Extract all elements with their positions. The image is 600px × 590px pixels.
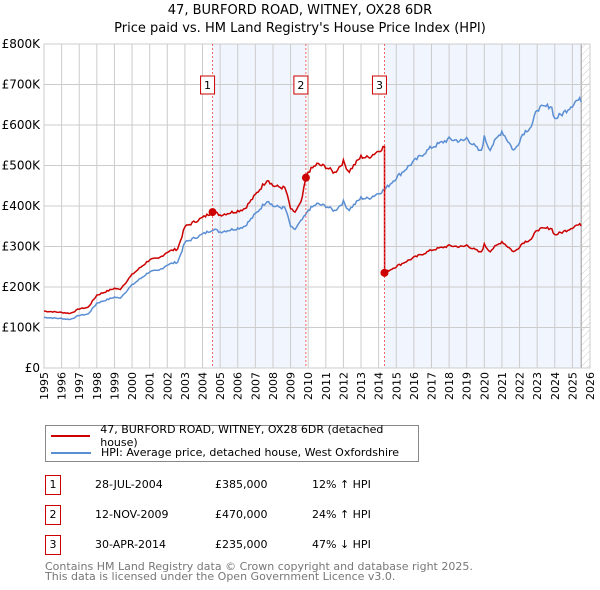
legend-item-property: 47, BURFORD ROAD, WITNEY, OX28 6DR (deta… (46, 423, 418, 449)
sale-number-label: 1 (204, 79, 211, 92)
y-tick-label: £600K (2, 118, 42, 132)
legend-label: HPI: Average price, detached house, West… (101, 446, 400, 459)
hpi-line (44, 95, 582, 321)
x-tick-label: 1995 (38, 372, 51, 400)
footer-line: Contains HM Land Registry data © Crown c… (45, 560, 473, 573)
sale-row: 2 12-NOV-2009 £470,000 24% ↑ HPI (45, 505, 495, 525)
chart-subtitle: Price paid vs. HM Land Registry's House … (114, 21, 486, 36)
x-tick-label: 2018 (443, 372, 456, 400)
sale-point (380, 268, 389, 277)
x-tick-label: 2012 (337, 372, 350, 400)
legend-swatch (51, 451, 91, 454)
legend-item-hpi: HPI: Average price, detached house, West… (46, 444, 399, 461)
x-tick-label: 1996 (56, 372, 69, 400)
sale-date: 30-APR-2014 (95, 538, 167, 551)
legend: 47, BURFORD ROAD, WITNEY, OX28 6DR (deta… (45, 423, 419, 462)
x-tick-label: 1997 (73, 372, 86, 400)
x-tick-label: 1999 (108, 372, 121, 400)
sale-hpi-diff: 47% ↓ HPI (312, 538, 371, 551)
y-tick-label: £300K (2, 240, 42, 254)
plot-border (43, 43, 591, 369)
x-tick-label: 2022 (514, 372, 527, 400)
sale-price: £470,000 (215, 508, 268, 521)
x-tick-label: 2011 (320, 372, 333, 400)
x-tick-label: 2004 (197, 372, 210, 400)
x-tick-label: 1998 (91, 372, 104, 400)
x-tick-label: 2026 (584, 372, 597, 400)
x-tick-label: 2019 (461, 372, 474, 400)
x-tick-label: 2003 (179, 372, 192, 400)
y-tick-label: £400K (2, 199, 42, 213)
chart-title: 47, BURFORD ROAD, WITNEY, OX28 6DR (167, 3, 433, 18)
x-tick-label: 2000 (126, 372, 139, 400)
x-tick-label: 2021 (496, 372, 509, 400)
sale-number-box (200, 75, 216, 95)
x-tick-label: 2001 (144, 372, 157, 400)
y-tick-label: £800K (2, 37, 42, 51)
sale-row: 3 30-APR-2014 £235,000 47% ↓ HPI (45, 535, 495, 555)
property-price-line (44, 145, 582, 315)
x-tick-label: 2006 (232, 372, 245, 400)
sale-point (301, 173, 310, 182)
y-tick-label: £0 (25, 361, 40, 375)
x-tick-label: 2020 (478, 372, 491, 400)
sale-number-box (293, 75, 309, 95)
x-tick-label: 2009 (285, 372, 298, 400)
sale-row: 1 28-JUL-2004 £385,000 12% ↑ HPI (45, 475, 495, 495)
sale-number-label: 2 (297, 79, 304, 92)
x-tick-label: 2024 (549, 372, 562, 400)
x-tick-label: 2010 (302, 372, 315, 400)
x-tick-label: 2005 (214, 372, 227, 400)
legend-label: 47, BURFORD ROAD, WITNEY, OX28 6DR (deta… (100, 422, 384, 449)
legend-swatch (51, 434, 91, 437)
sale-price: £235,000 (215, 538, 268, 551)
x-tick-label: 2014 (373, 372, 386, 400)
plot-area: 1995 1996 1997 1998 1999 2000 2001 2002 2003 2004… (2, 37, 597, 400)
x-tick-label: 2025 (566, 372, 579, 400)
footer-line: This data is licensed under the Open Gov… (45, 570, 396, 583)
x-tick-label: 2016 (408, 372, 421, 400)
sale-marker-number: 1 (45, 475, 61, 495)
sale-number-box (371, 75, 387, 95)
y-tick-label: £500K (2, 159, 42, 173)
x-tick-label: 2007 (249, 372, 262, 400)
sale-marker-number: 2 (45, 505, 61, 525)
sale-point (208, 208, 217, 217)
x-tick-label: 2002 (161, 372, 174, 400)
sale-hpi-diff: 12% ↑ HPI (312, 478, 371, 491)
x-tick-label: 2013 (355, 372, 368, 400)
sale-date: 28-JUL-2004 (95, 478, 163, 491)
sale-number-label: 3 (376, 79, 383, 92)
x-tick-label: 2015 (390, 372, 403, 400)
sale-hpi-diff: 24% ↑ HPI (312, 508, 371, 521)
x-tick-label: 2023 (531, 372, 544, 400)
sale-marker-number: 3 (45, 535, 61, 555)
y-tick-label: £100K (2, 321, 42, 335)
y-tick-label: £200K (2, 280, 42, 294)
sale-date: 12-NOV-2009 (95, 508, 169, 521)
x-tick-label: 2017 (425, 372, 438, 400)
sale-price: £385,000 (215, 478, 268, 491)
y-tick-label: £700K (2, 78, 42, 92)
x-tick-label: 2008 (267, 372, 280, 400)
